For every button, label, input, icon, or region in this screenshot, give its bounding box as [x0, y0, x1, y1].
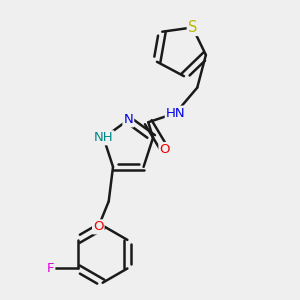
Text: F: F [47, 262, 54, 275]
Text: S: S [188, 20, 197, 35]
Text: O: O [159, 143, 170, 156]
Text: O: O [93, 220, 104, 233]
Text: N: N [123, 113, 133, 126]
Text: HN: HN [166, 106, 185, 120]
Text: NH: NH [94, 131, 113, 144]
